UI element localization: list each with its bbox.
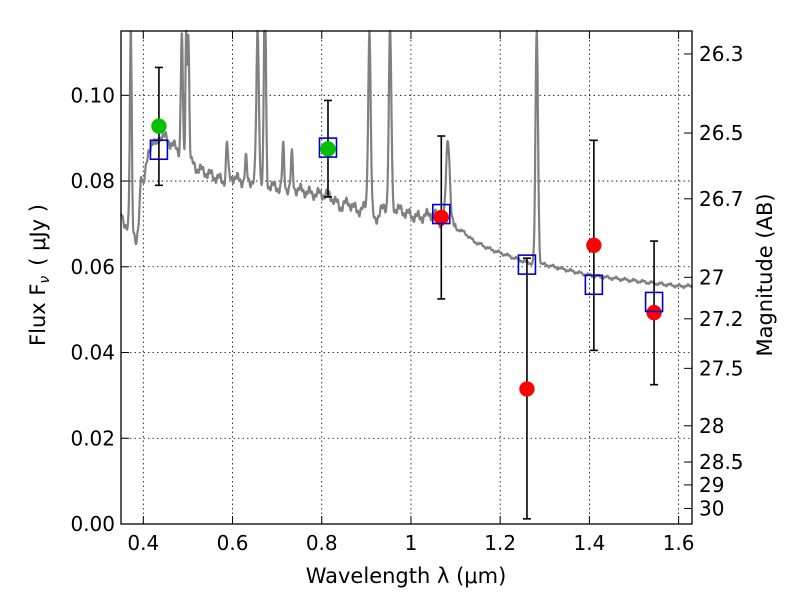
observed-flux-point — [320, 99, 336, 198]
y-axis-label-main: Flux F — [26, 284, 50, 346]
magnitude-tick-label: 27 — [699, 265, 724, 289]
model-photometry-square — [644, 291, 664, 313]
model-photometry-square — [149, 139, 169, 161]
observed-flux-marker — [646, 304, 662, 321]
observed-flux-point — [646, 240, 662, 386]
data-points — [149, 66, 664, 520]
y-tick-label: 0.10 — [70, 83, 115, 107]
magnitude-tick-label: 26.7 — [699, 187, 744, 211]
y-axis-label: Flux Fν ( μJy ) — [26, 204, 53, 346]
observed-flux-marker — [151, 118, 167, 134]
observed-flux-marker — [586, 237, 602, 254]
y-axis-label-subscript: ν — [37, 276, 53, 284]
x-tick-label: 0.4 — [127, 531, 159, 555]
magnitude-tick-label: 27.2 — [699, 307, 744, 331]
y-tick-label: 0.08 — [70, 169, 115, 193]
observed-flux-point — [151, 66, 167, 187]
secondary-y-axis-label: Magnitude (AB) — [753, 193, 777, 356]
x-axis-label: Wavelength λ (μm) — [306, 564, 507, 588]
model-photometry-square — [517, 254, 537, 275]
y-tick-label: 0.00 — [70, 512, 115, 536]
magnitude-tick-label: 27.5 — [699, 356, 744, 380]
y-tick-label: 0.02 — [70, 426, 115, 450]
x-tick-label: 1.6 — [663, 531, 695, 555]
magnitude-tick-label: 28.5 — [699, 450, 744, 474]
magnitude-tick-label: 28 — [699, 414, 724, 438]
y-tick-label: 0.04 — [70, 341, 115, 365]
magnitude-tick-label: 26.5 — [699, 121, 744, 145]
axis-ticks: 0.4 0.6 0.8 1 1.2 1.4 1.6 0.00 0.02 0.04 0.06 0.08 0… — [70, 31, 744, 555]
x-tick-label: 1 — [405, 531, 418, 555]
x-tick-label: 1.4 — [573, 531, 605, 555]
magnitude-tick-label: 29 — [699, 473, 724, 497]
observed-flux-point — [586, 139, 602, 352]
x-tick-label: 0.6 — [217, 531, 249, 555]
magnitude-tick-label: 30 — [699, 496, 724, 520]
y-axis-label-unit: ( μJy ) — [26, 204, 50, 266]
x-tick-label: 1.2 — [484, 531, 516, 555]
observed-flux-marker — [519, 381, 535, 397]
model-photometry-square — [431, 203, 451, 225]
observed-flux-marker — [433, 209, 450, 226]
observed-flux-marker — [320, 141, 336, 157]
model-photometry-square — [584, 274, 604, 296]
y-tick-label: 0.06 — [70, 255, 115, 279]
observed-flux-point — [519, 257, 535, 520]
magnitude-tick-label: 26.3 — [699, 42, 744, 66]
model-photometry-square — [318, 137, 338, 158]
observed-flux-point — [433, 135, 450, 300]
x-tick-label: 0.8 — [306, 531, 338, 555]
